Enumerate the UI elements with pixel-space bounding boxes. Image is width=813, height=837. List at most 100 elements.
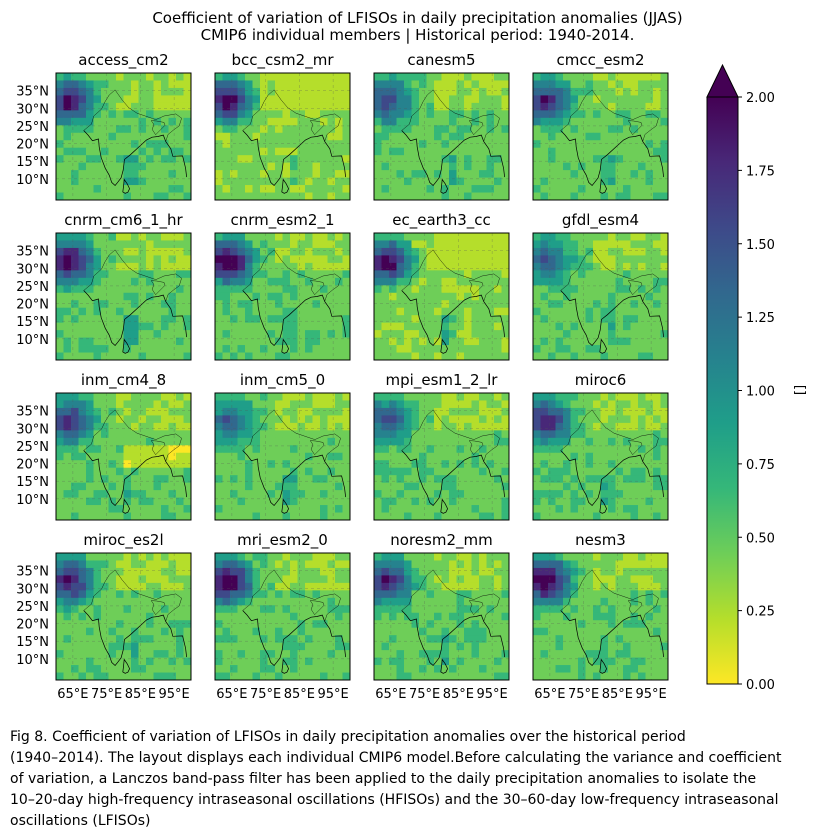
- heatmap-cell: [623, 147, 631, 156]
- heatmap-cell: [600, 102, 609, 111]
- heatmap-cell: [327, 292, 336, 301]
- heatmap-cell: [215, 140, 223, 149]
- heatmap-cell: [464, 192, 472, 201]
- heatmap-cell: [494, 467, 502, 476]
- heatmap-cell: [101, 102, 109, 111]
- heatmap-cell: [282, 240, 291, 249]
- heatmap-cell: [623, 345, 631, 353]
- heatmap-cell: [630, 512, 639, 521]
- heatmap-cell: [426, 177, 435, 186]
- heatmap-cell: [282, 505, 291, 513]
- heatmap-cell: [183, 497, 192, 506]
- heatmap-cell: [282, 452, 291, 461]
- heatmap-cell: [222, 460, 231, 469]
- heatmap-cell: [56, 553, 64, 561]
- heatmap-cell: [381, 407, 390, 416]
- heatmap-cell: [138, 352, 147, 361]
- heatmap-cell: [327, 497, 336, 506]
- heatmap-cell: [183, 147, 192, 156]
- heatmap-cell: [146, 95, 154, 104]
- heatmap-cell: [600, 490, 609, 498]
- heatmap-cell: [449, 482, 457, 491]
- heatmap-cell: [63, 117, 72, 126]
- heatmap-cell: [78, 262, 87, 271]
- heatmap-cell: [456, 117, 465, 126]
- heatmap-cell: [290, 650, 298, 658]
- heatmap-cell: [93, 117, 102, 126]
- heatmap-cell: [479, 352, 487, 361]
- heatmap-cell: [494, 635, 502, 644]
- heatmap-cell: [389, 315, 397, 324]
- heatmap-cell: [342, 605, 351, 614]
- heatmap-cell: [123, 452, 132, 461]
- heatmap-cell: [374, 490, 382, 498]
- heatmap-cell: [570, 590, 579, 599]
- heatmap-cell: [426, 147, 435, 156]
- heatmap-cell: [623, 582, 631, 591]
- heatmap-cell: [540, 567, 549, 576]
- heatmap-cell: [305, 597, 313, 606]
- heatmap-cell: [222, 337, 231, 346]
- heatmap-cell: [585, 407, 594, 416]
- heatmap-cell: [312, 307, 321, 316]
- heatmap-cell: [563, 233, 571, 241]
- heatmap-cell: [161, 415, 169, 424]
- heatmap-cell: [389, 567, 397, 576]
- heatmap-cell: [138, 255, 147, 264]
- heatmap-cell: [260, 177, 268, 186]
- heatmap-cell: [101, 452, 109, 461]
- heatmap-cell: [78, 345, 87, 353]
- heatmap-cell: [93, 240, 102, 249]
- heatmap-cell: [146, 80, 154, 89]
- heatmap-cell: [290, 247, 298, 256]
- coastline: [560, 130, 664, 187]
- heatmap-cell: [290, 512, 298, 521]
- heatmap-cell: [161, 285, 169, 294]
- heatmap-cell: [653, 292, 661, 301]
- heatmap-cell: [138, 393, 147, 401]
- heatmap-cell: [245, 575, 253, 584]
- heatmap-cell: [653, 233, 661, 241]
- heatmap-cell: [108, 400, 117, 409]
- heatmap-cell: [320, 155, 328, 164]
- heatmap-cell: [176, 590, 184, 599]
- heatmap-cell: [441, 612, 450, 621]
- heatmap-cell: [540, 110, 549, 119]
- heatmap-cell: [252, 315, 261, 324]
- heatmap-cell: [434, 452, 442, 461]
- heatmap-cell: [176, 247, 184, 256]
- heatmap-cell: [116, 110, 124, 119]
- heatmap-cell: [494, 415, 502, 424]
- heatmap-cell: [327, 330, 336, 338]
- heatmap-cell: [638, 110, 646, 119]
- heatmap-cell: [653, 475, 661, 484]
- heatmap-cell: [419, 300, 427, 309]
- heatmap-cell: [396, 262, 405, 271]
- heatmap-cell: [305, 352, 313, 361]
- heatmap-cell: [585, 415, 594, 424]
- heatmap-cell: [63, 400, 72, 409]
- heatmap-cell: [245, 627, 253, 636]
- heatmap-cell: [290, 192, 298, 201]
- heatmap-cell: [290, 87, 298, 96]
- heatmap-cell: [63, 445, 72, 454]
- heatmap-cell: [312, 270, 321, 279]
- heatmap-cell: [533, 553, 541, 561]
- heatmap-cell: [555, 162, 564, 171]
- heatmap-cell: [486, 277, 495, 286]
- heatmap-cell: [101, 125, 109, 134]
- heatmap-cell: [71, 140, 79, 149]
- heatmap-cell: [305, 460, 313, 469]
- heatmap-cell: [305, 140, 313, 149]
- heatmap-cell: [593, 352, 601, 361]
- heatmap-cell: [419, 512, 427, 521]
- heatmap-cell: [660, 117, 669, 126]
- heatmap-cell: [548, 277, 556, 286]
- heatmap-cell: [615, 460, 624, 469]
- heatmap-cell: [176, 170, 184, 178]
- heatmap-cell: [63, 155, 72, 164]
- heatmap-cell: [533, 430, 541, 439]
- heatmap-cell: [252, 430, 261, 439]
- heatmap-cell: [230, 285, 238, 294]
- heatmap-cell: [449, 87, 457, 96]
